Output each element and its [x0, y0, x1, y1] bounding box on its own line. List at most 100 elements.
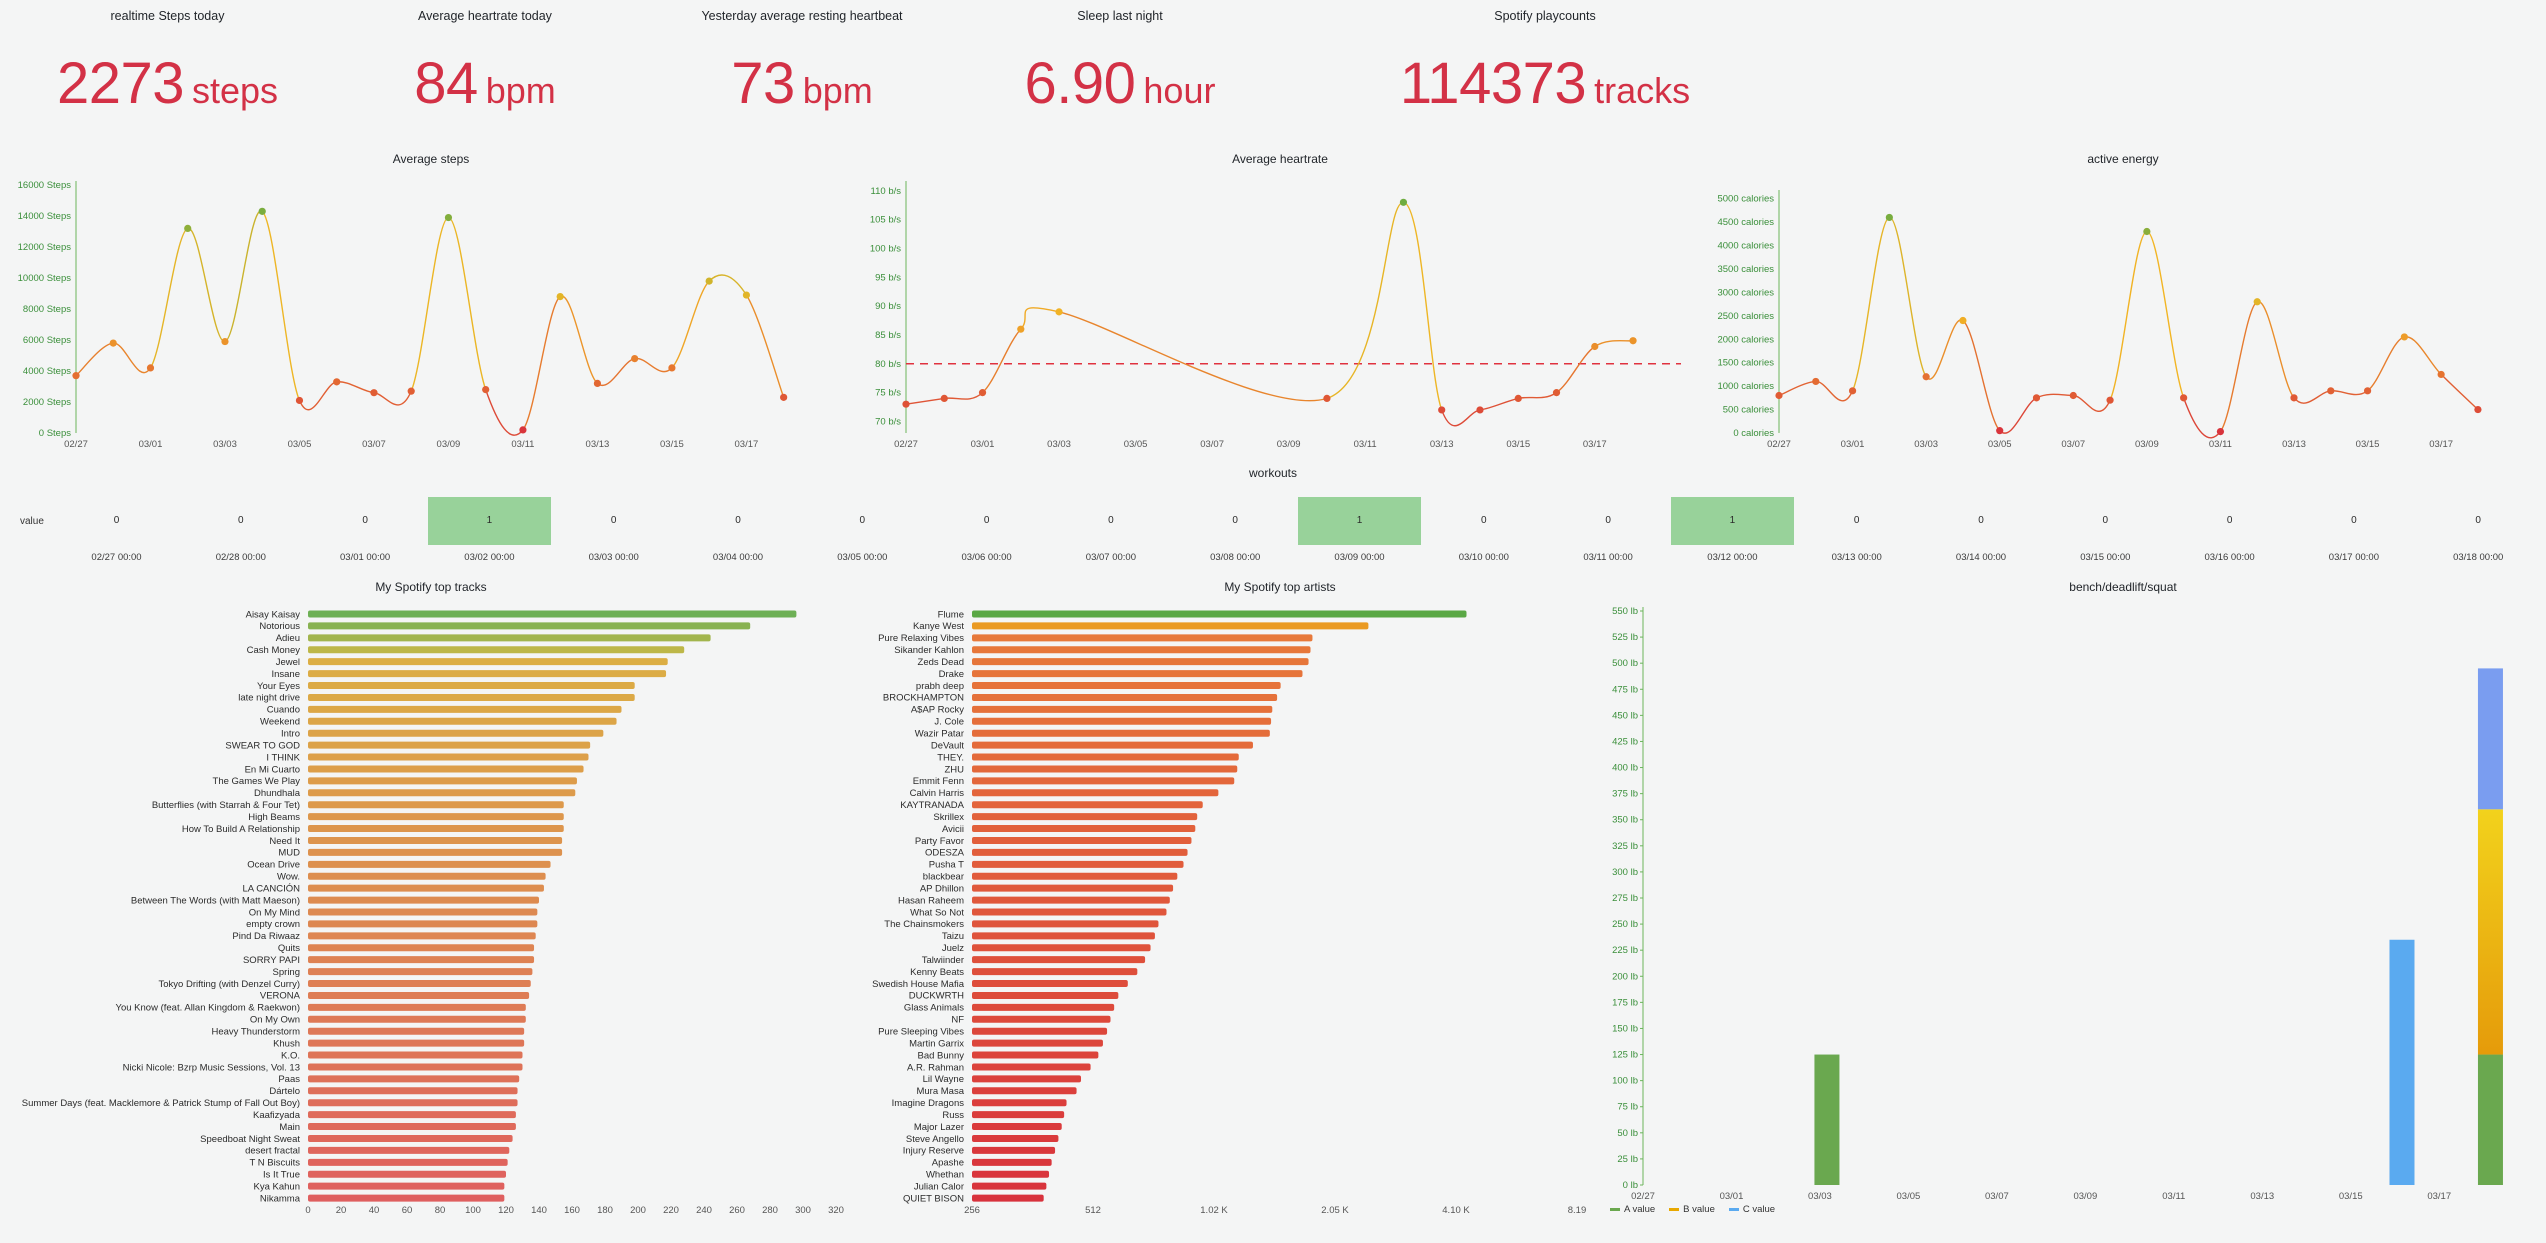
bar-label: J. Cole: [934, 717, 964, 728]
data-point: [482, 386, 490, 394]
bar: [308, 1134, 513, 1142]
legend-label: C value: [1742, 1204, 1776, 1215]
bar-label: Your Eyes: [257, 681, 300, 692]
x-tick-label: 03/05: [1124, 439, 1148, 450]
stat-number: 84: [414, 51, 478, 116]
chart-title-lifts: bench/deadlift/squat: [2069, 580, 2177, 594]
data-point: [668, 364, 676, 372]
series-line-segment: [1962, 319, 2001, 432]
bar-label: Khush: [273, 1038, 300, 1049]
data-point: [2327, 387, 2335, 395]
bar-label: BROCKHAMPTON: [883, 693, 964, 704]
bar: [972, 646, 1311, 654]
data-point: [2106, 396, 2114, 404]
y-tick-label: 175 lb: [1612, 997, 1638, 1008]
stacked-bar-segment: [1814, 1054, 1840, 1185]
x-tick-label: 03/13: [2250, 1191, 2274, 1202]
series-line-segment: [1815, 380, 1854, 402]
bar-label: VERONA: [260, 991, 301, 1002]
bar-label: Wow.: [277, 872, 300, 883]
series-line-segment: [2146, 230, 2185, 399]
workout-date-label: 03/03 00:00: [588, 552, 639, 563]
bar: [972, 1087, 1077, 1095]
y-tick-label: 3500 calories: [1717, 264, 1774, 275]
data-point: [184, 224, 192, 232]
bar-label: Summer Days (feat. Macklemore & Patrick …: [22, 1098, 300, 1109]
workout-date-label: 03/13 00:00: [1831, 552, 1882, 563]
bar-label: On My Own: [250, 1015, 300, 1026]
series-line-segment: [2182, 397, 2221, 439]
workout-cell: 0: [2475, 515, 2481, 526]
bar-label: THEY.: [937, 752, 964, 763]
stat-title: Sleep last night: [1077, 9, 1163, 23]
y-tick-label: 0 lb: [1623, 1180, 1638, 1191]
bar-label: Pure Sleeping Vibes: [878, 1027, 964, 1038]
series-line-segment: [944, 392, 984, 400]
lifts-stacked-bar-chart: 0 lb 25 lb 50 lb 75 lb 100 lb 125 lb 150 lb 175…: [1612, 606, 2503, 1202]
bar-label: Cuando: [267, 705, 300, 716]
bar: [308, 932, 536, 940]
stacked-bar-segment: [2477, 1054, 2503, 1185]
bar-label: Kenny Beats: [910, 967, 964, 978]
stat-panel-heartrate: Average heartrate today 84 bpm: [335, 0, 635, 135]
bar: [308, 1039, 525, 1047]
bar: [308, 968, 533, 976]
series-line-segment: [1058, 311, 1328, 402]
x-tick-label: 03/17: [2429, 439, 2453, 450]
stat-number: 114373: [1399, 51, 1587, 116]
stat-panel-sleep: Sleep last night 6.90 hour: [970, 0, 1270, 135]
series-line-segment: [708, 274, 747, 296]
y-tick-label: 450 lb: [1612, 710, 1638, 721]
bar-label: ODESZA: [925, 848, 965, 859]
bar: [972, 1170, 1050, 1178]
workout-date-label: 03/08 00:00: [1210, 552, 1261, 563]
bar-label: Steve Angello: [906, 1134, 964, 1145]
bar: [972, 920, 1159, 928]
series-line-segment: [2440, 373, 2479, 411]
bar-label: Wazir Patar: [915, 729, 964, 740]
bar-label: Skrillex: [933, 812, 964, 823]
bar: [972, 705, 1273, 713]
bar-label: LA CANCIÓN: [242, 883, 300, 894]
workout-cell: 0: [2226, 515, 2233, 526]
bar: [308, 693, 635, 701]
bar: [308, 980, 531, 988]
x-tick-label: 40: [369, 1205, 380, 1216]
legend-item-c: C value: [1728, 1204, 1776, 1215]
bar-label: Pure Relaxing Vibes: [878, 633, 964, 644]
bar: [972, 801, 1203, 809]
y-tick-label: 70 b/s: [875, 416, 901, 427]
y-tick-label: 0 Steps: [39, 428, 71, 439]
y-tick-label: 300 lb: [1612, 867, 1638, 878]
stacked-bar-segment: [2389, 939, 2415, 1185]
bar-label: Kaafizyada: [253, 1110, 301, 1121]
series-line-segment: [2073, 394, 2111, 412]
bar: [972, 1039, 1103, 1047]
x-tick-label: 03/13: [2282, 439, 2306, 450]
stat-value: 6.90 hour: [970, 50, 1270, 117]
bar: [308, 1194, 505, 1202]
bar: [972, 729, 1270, 737]
x-tick-label: 03/05: [288, 439, 312, 450]
bar-label: Zeds Dead: [918, 657, 964, 668]
bar: [972, 1158, 1052, 1166]
y-tick-label: 0 calories: [1733, 428, 1774, 439]
x-tick-label: 03/07: [1200, 439, 1224, 450]
bar: [308, 1075, 520, 1083]
x-tick-label: 512: [1085, 1205, 1101, 1216]
bar: [308, 1170, 506, 1178]
x-tick-label: 03/15: [660, 439, 684, 450]
x-tick-label: 180: [597, 1205, 613, 1216]
bar: [972, 896, 1170, 904]
bar: [308, 717, 617, 725]
stat-title: Yesterday average resting heartbeat: [701, 9, 903, 23]
y-tick-label: 375 lb: [1612, 789, 1638, 800]
data-point: [1848, 387, 1857, 395]
series-line-segment: [410, 216, 450, 392]
x-tick-label: 03/09: [2073, 1191, 2097, 1202]
legend-swatch-icon: [1610, 1207, 1620, 1211]
bar: [308, 1087, 518, 1095]
bar: [972, 1063, 1091, 1071]
